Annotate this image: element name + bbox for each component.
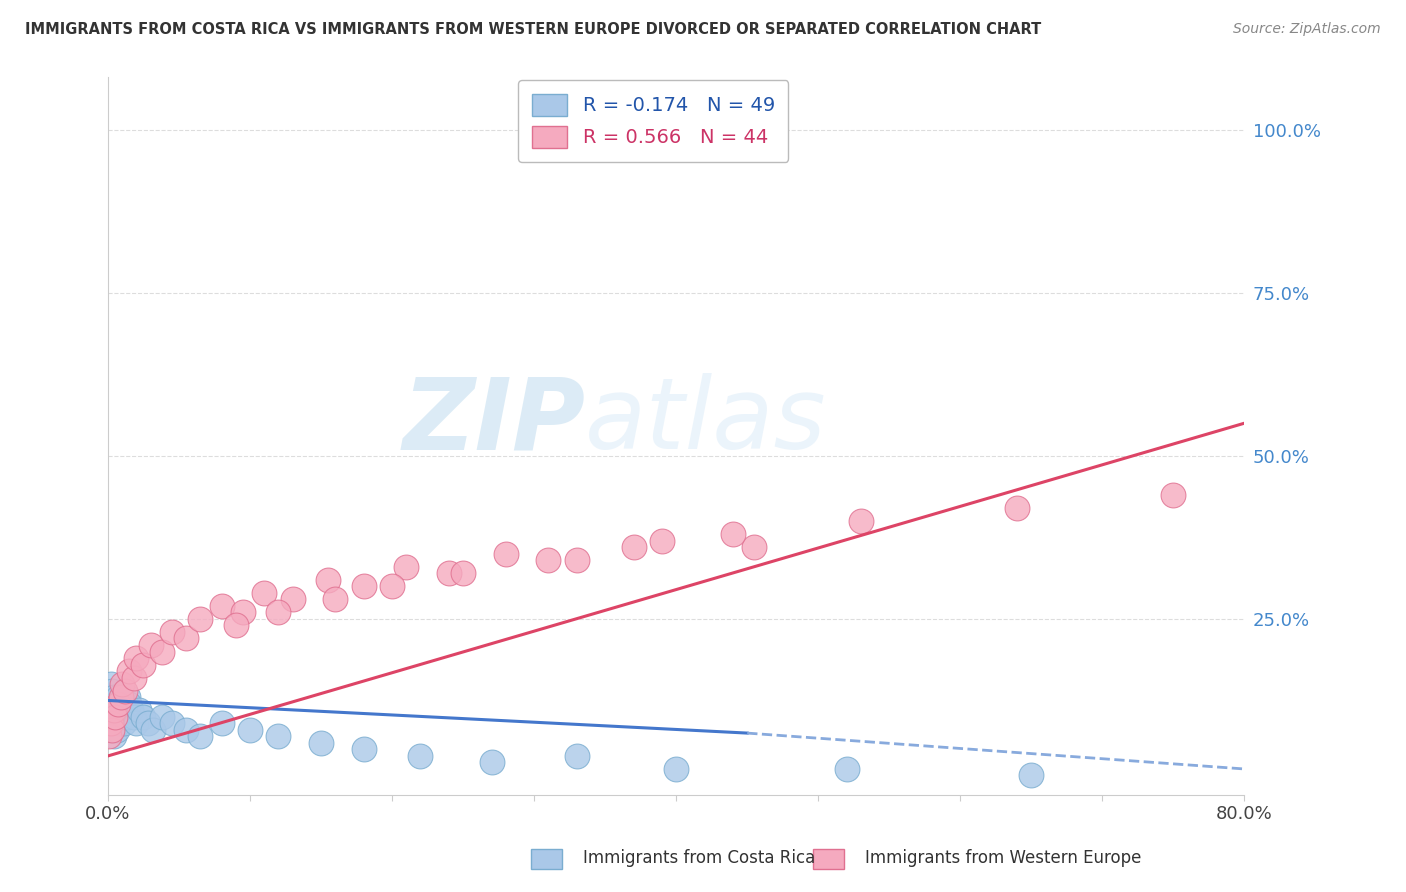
Point [174, 723, 197, 737]
Point [111, 677, 134, 691]
Point [253, 586, 276, 600]
Point [103, 730, 125, 744]
Point [114, 703, 136, 717]
Point [309, 736, 332, 750]
Point [104, 716, 127, 731]
Point [150, 710, 173, 724]
Point [98, 690, 121, 705]
Point [142, 723, 165, 737]
Point [101, 723, 124, 737]
Point [103, 703, 125, 717]
Point [409, 748, 432, 763]
Point [537, 553, 560, 567]
Point [101, 703, 124, 717]
Point [353, 579, 375, 593]
Point [849, 514, 872, 528]
Point [281, 592, 304, 607]
Point [108, 697, 131, 711]
Point [139, 638, 162, 652]
Point [188, 612, 211, 626]
Point [98, 710, 121, 724]
Point [108, 716, 131, 731]
Point [120, 703, 142, 717]
Point [125, 651, 148, 665]
Point [239, 723, 262, 737]
Point [211, 599, 233, 613]
Point [100, 677, 122, 691]
Point [112, 716, 135, 731]
Point [104, 697, 127, 711]
Point [118, 697, 141, 711]
Point [103, 690, 125, 705]
Point [136, 716, 159, 731]
Point [495, 547, 517, 561]
Point [232, 606, 254, 620]
Point [323, 592, 346, 607]
Point [565, 748, 588, 763]
Point [128, 703, 150, 717]
Point [103, 710, 125, 724]
Point [110, 703, 132, 717]
Point [114, 683, 136, 698]
Point [110, 690, 132, 705]
Point [451, 566, 474, 581]
Point [211, 716, 233, 731]
Point [115, 710, 138, 724]
Point [1019, 768, 1042, 782]
Point [100, 716, 122, 731]
Point [125, 716, 148, 731]
Point [105, 703, 128, 717]
Point [1163, 488, 1185, 502]
Point [117, 690, 139, 705]
Legend: R = -0.174   N = 49, R = 0.566   N = 44: R = -0.174 N = 49, R = 0.566 N = 44 [519, 80, 789, 161]
Point [437, 566, 460, 581]
Point [835, 762, 858, 776]
Text: Immigrants from Costa Rica: Immigrants from Costa Rica [583, 849, 815, 867]
Point [742, 540, 765, 554]
Text: IMMIGRANTS FROM COSTA RICA VS IMMIGRANTS FROM WESTERN EUROPE DIVORCED OR SEPARAT: IMMIGRANTS FROM COSTA RICA VS IMMIGRANTS… [25, 22, 1042, 37]
Point [101, 683, 124, 698]
Point [381, 579, 404, 593]
Point [107, 710, 129, 724]
Point [395, 559, 418, 574]
Point [111, 690, 134, 705]
Text: ZIP: ZIP [402, 374, 585, 470]
Point [105, 723, 128, 737]
Point [104, 710, 127, 724]
Point [122, 710, 145, 724]
Point [107, 690, 129, 705]
Point [150, 644, 173, 658]
Point [267, 606, 290, 620]
Point [132, 710, 155, 724]
Point [316, 573, 339, 587]
Point [188, 730, 211, 744]
Point [118, 664, 141, 678]
Point [111, 710, 134, 724]
Point [665, 762, 688, 776]
Text: Immigrants from Western Europe: Immigrants from Western Europe [865, 849, 1142, 867]
Point [122, 671, 145, 685]
Point [107, 697, 129, 711]
Point [174, 632, 197, 646]
Point [100, 697, 122, 711]
Point [623, 540, 645, 554]
Point [160, 624, 183, 639]
Point [225, 618, 247, 632]
Point [1005, 501, 1028, 516]
Point [481, 756, 503, 770]
Point [100, 716, 122, 731]
Point [101, 723, 124, 737]
Text: Source: ZipAtlas.com: Source: ZipAtlas.com [1233, 22, 1381, 37]
Text: atlas: atlas [585, 374, 827, 470]
Point [1305, 475, 1327, 489]
Point [651, 533, 673, 548]
Point [721, 527, 744, 541]
Point [132, 657, 155, 672]
Point [353, 742, 375, 756]
Point [267, 730, 290, 744]
Point [565, 553, 588, 567]
Point [98, 730, 121, 744]
Point [160, 716, 183, 731]
